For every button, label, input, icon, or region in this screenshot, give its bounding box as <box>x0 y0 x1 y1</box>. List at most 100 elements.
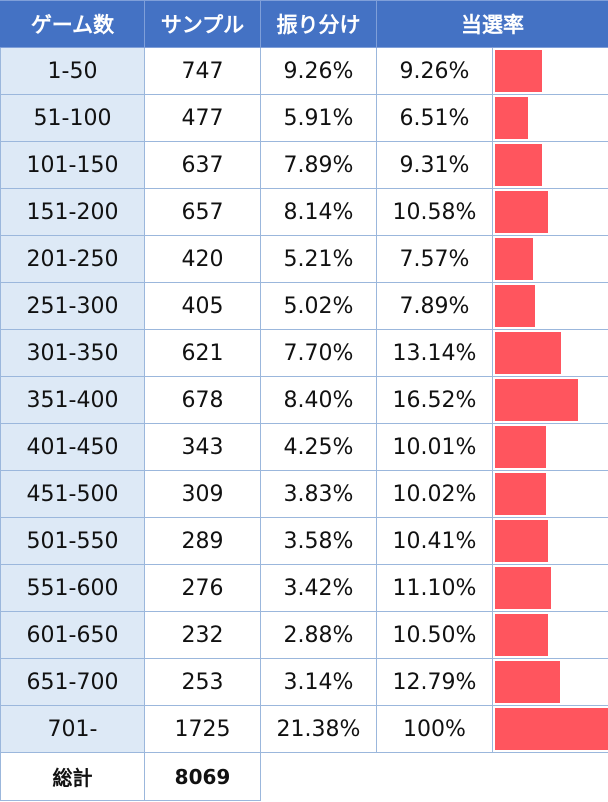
win-rate-bar <box>495 238 533 280</box>
table-row: 401-450 343 4.25% 10.01% <box>0 423 608 471</box>
table-row: 101-150 637 7.89% 9.31% <box>0 141 608 189</box>
samples-cell: 289 <box>144 517 261 565</box>
game-range-cell: 101-150 <box>0 141 145 189</box>
win-rate-bar-cell <box>492 329 608 377</box>
table-row: 51-100 477 5.91% 6.51% <box>0 94 608 142</box>
win-rate-cell: 11.10% <box>376 564 493 612</box>
samples-cell: 621 <box>144 329 261 377</box>
table-row: 251-300 405 5.02% 7.89% <box>0 282 608 330</box>
win-rate-bar <box>495 567 551 609</box>
samples-cell: 678 <box>144 376 261 424</box>
samples-cell: 477 <box>144 94 261 142</box>
win-rate-bar <box>495 708 608 750</box>
win-rate-cell: 9.26% <box>376 47 493 95</box>
total-empty-cell <box>377 753 493 801</box>
game-range-cell: 301-350 <box>0 329 145 377</box>
win-rate-bar <box>495 97 528 139</box>
table-row: 701- 1725 21.38% 100% <box>0 705 608 753</box>
samples-cell: 747 <box>144 47 261 95</box>
distribution-cell: 21.38% <box>260 705 377 753</box>
header-games: ゲーム数 <box>0 0 145 48</box>
header-win-rate: 当選率 <box>376 0 608 48</box>
samples-cell: 420 <box>144 235 261 283</box>
win-rate-cell: 10.41% <box>376 517 493 565</box>
total-empty-cell <box>261 753 377 801</box>
win-rate-bar <box>495 144 542 186</box>
win-rate-bar-cell <box>492 470 608 518</box>
win-rate-bar-cell <box>492 376 608 424</box>
game-range-cell: 151-200 <box>0 188 145 236</box>
table-row: 501-550 289 3.58% 10.41% <box>0 517 608 565</box>
game-range-cell: 651-700 <box>0 658 145 706</box>
game-range-cell: 451-500 <box>0 470 145 518</box>
game-range-cell: 1-50 <box>0 47 145 95</box>
win-rate-cell: 7.89% <box>376 282 493 330</box>
win-rate-cell: 10.58% <box>376 188 493 236</box>
game-range-cell: 701- <box>0 705 145 753</box>
game-range-cell: 551-600 <box>0 564 145 612</box>
win-rate-cell: 10.01% <box>376 423 493 471</box>
win-rate-bar-cell <box>492 423 608 471</box>
win-rate-cell: 16.52% <box>376 376 493 424</box>
distribution-cell: 3.42% <box>260 564 377 612</box>
win-rate-bar-cell <box>492 658 608 706</box>
win-rate-cell: 12.79% <box>376 658 493 706</box>
win-rate-bar <box>495 614 548 656</box>
win-rate-cell: 10.50% <box>376 611 493 659</box>
win-rate-bar <box>495 520 548 562</box>
table-row: 351-400 678 8.40% 16.52% <box>0 376 608 424</box>
distribution-cell: 5.91% <box>260 94 377 142</box>
distribution-cell: 3.83% <box>260 470 377 518</box>
distribution-cell: 2.88% <box>260 611 377 659</box>
win-rate-bar <box>495 285 535 327</box>
game-range-cell: 351-400 <box>0 376 145 424</box>
game-range-cell: 201-250 <box>0 235 145 283</box>
table-row: 151-200 657 8.14% 10.58% <box>0 188 608 236</box>
distribution-cell: 5.21% <box>260 235 377 283</box>
win-rate-cell: 10.02% <box>376 470 493 518</box>
samples-cell: 637 <box>144 141 261 189</box>
win-rate-cell: 6.51% <box>376 94 493 142</box>
distribution-cell: 7.89% <box>260 141 377 189</box>
win-rate-bar <box>495 473 546 515</box>
win-rate-cell: 9.31% <box>376 141 493 189</box>
total-label: 総計 <box>0 752 145 801</box>
win-rate-bar-cell <box>492 235 608 283</box>
game-range-cell: 601-650 <box>0 611 145 659</box>
win-rate-bar <box>495 379 578 421</box>
win-rate-bar-cell <box>492 282 608 330</box>
table-row: 1-50 747 9.26% 9.26% <box>0 47 608 95</box>
win-rate-bar-cell <box>492 564 608 612</box>
distribution-cell: 4.25% <box>260 423 377 471</box>
win-rate-bar-cell <box>492 705 608 753</box>
total-empty-cell <box>493 753 608 801</box>
table-body: 1-50 747 9.26% 9.26% 51-100 477 5.91% 6.51% 101-… <box>0 47 608 801</box>
table-row: 301-350 621 7.70% 13.14% <box>0 329 608 377</box>
game-range-cell: 401-450 <box>0 423 145 471</box>
samples-cell: 253 <box>144 658 261 706</box>
win-rate-bar <box>495 332 561 374</box>
distribution-cell: 3.14% <box>260 658 377 706</box>
samples-cell: 405 <box>144 282 261 330</box>
samples-cell: 276 <box>144 564 261 612</box>
win-rate-bar-cell <box>492 517 608 565</box>
win-rate-bar-cell <box>492 141 608 189</box>
samples-cell: 1725 <box>144 705 261 753</box>
win-rate-bar-cell <box>492 47 608 95</box>
samples-cell: 309 <box>144 470 261 518</box>
table-row: 651-700 253 3.14% 12.79% <box>0 658 608 706</box>
header-distribution: 振り分け <box>260 0 377 48</box>
distribution-cell: 8.14% <box>260 188 377 236</box>
win-rate-bar <box>495 426 546 468</box>
game-range-cell: 501-550 <box>0 517 145 565</box>
distribution-cell: 8.40% <box>260 376 377 424</box>
win-rate-bar-cell <box>492 188 608 236</box>
total-row: 総計 8069 <box>0 752 608 801</box>
win-rate-bar <box>495 661 560 703</box>
win-rate-bar-cell <box>492 611 608 659</box>
win-rate-cell: 100% <box>376 705 493 753</box>
game-range-cell: 251-300 <box>0 282 145 330</box>
samples-cell: 232 <box>144 611 261 659</box>
win-rate-cell: 7.57% <box>376 235 493 283</box>
